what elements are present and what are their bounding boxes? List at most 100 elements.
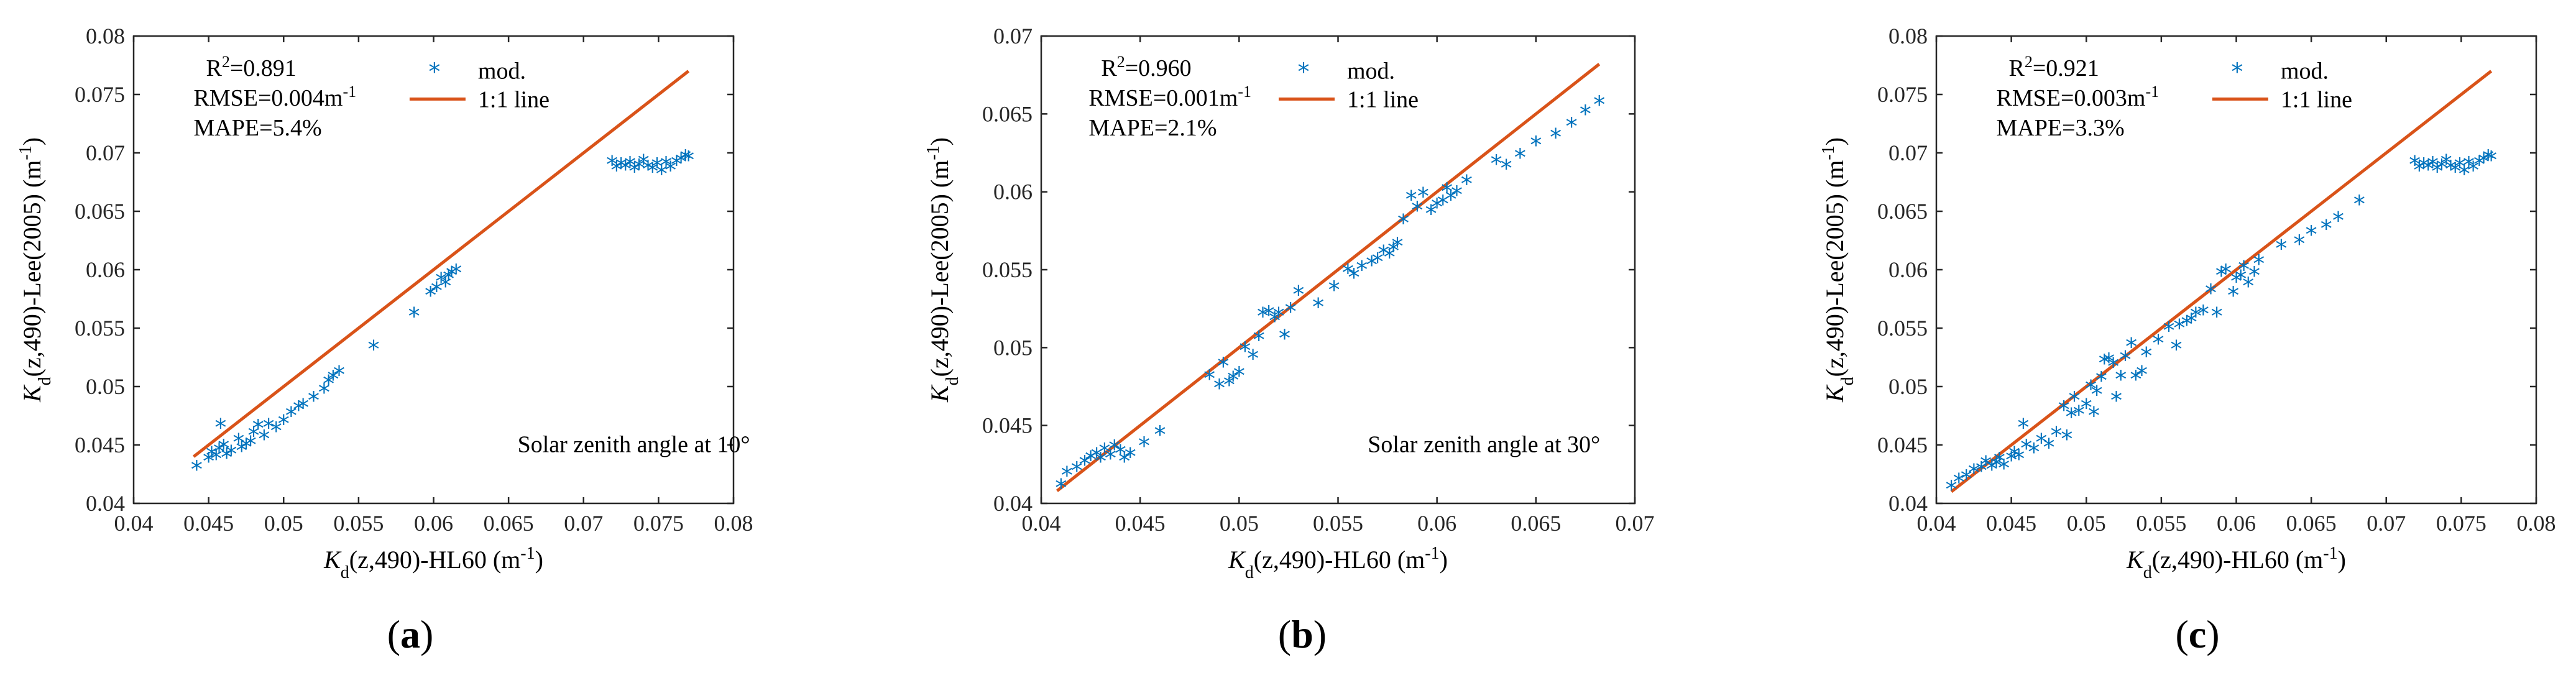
data-point: * (1994, 447, 2005, 475)
data-point: * (2463, 152, 2475, 180)
data-point: * (1091, 443, 1103, 470)
data-point: * (615, 153, 627, 181)
x-tick-label: 0.04 (1022, 511, 1061, 536)
data-point: * (1530, 131, 1542, 158)
data-point: * (2186, 309, 2197, 336)
data-point: * (675, 149, 687, 176)
data-point: * (1085, 446, 1097, 474)
data-point: * (368, 336, 380, 363)
data-point: * (2353, 191, 2365, 218)
data-point: * (2115, 366, 2127, 393)
data-point: * (1098, 438, 1110, 465)
x-tick-label: 0.07 (2367, 511, 2406, 536)
data-point: * (1203, 365, 1215, 392)
data-point: * (1115, 440, 1126, 467)
data-point: * (2066, 403, 2077, 431)
data-point: * (439, 272, 451, 300)
legend-label-points: mod. (1347, 58, 1395, 84)
data-point: * (232, 429, 244, 456)
data-point: * (2028, 438, 2040, 465)
data-point: * (1593, 91, 1605, 118)
data-point: * (2449, 158, 2461, 185)
x-axis-label: Kd(z,490)-HL60 (m-1) (2126, 544, 2346, 582)
x-tick-label: 0.06 (2217, 511, 2256, 536)
data-point: * (2140, 342, 2152, 370)
y-tick-label: 0.075 (75, 82, 125, 107)
x-tick-label: 0.055 (2136, 511, 2186, 536)
data-point: * (2478, 149, 2490, 176)
data-point: * (2008, 442, 2020, 469)
data-point: * (2103, 349, 2115, 376)
data-point: * (2153, 329, 2164, 357)
data-point: * (610, 157, 622, 184)
data-point: * (1986, 456, 1998, 483)
x-tick-label: 0.065 (484, 511, 534, 536)
x-tick-label: 0.06 (414, 511, 453, 536)
data-point: * (2163, 317, 2174, 344)
data-point: * (2119, 346, 2131, 373)
panel-label: (c) (2175, 612, 2219, 656)
data-point: * (443, 265, 454, 293)
data-point: * (1071, 457, 1083, 484)
data-point: * (1217, 352, 1229, 380)
data-point: * (2181, 311, 2192, 338)
data-point: * (218, 435, 229, 462)
data-point: * (2427, 152, 2439, 180)
one-to-one-line (192, 70, 690, 458)
data-point: * (2235, 265, 2247, 293)
data-point: * (2220, 260, 2232, 287)
data-point: * (2073, 401, 2085, 428)
data-point: * (638, 150, 650, 177)
data-point: * (1384, 244, 1396, 271)
mape-text: MAPE=2.1% (1088, 115, 1217, 141)
data-point: * (435, 268, 447, 295)
data-point: * (642, 155, 654, 183)
data-point: * (2107, 353, 2119, 380)
data-point: * (2485, 146, 2497, 173)
data-point: * (1154, 421, 1166, 449)
data-point: * (1514, 144, 1526, 172)
data-point: * (651, 153, 663, 181)
data-point: * (2482, 145, 2494, 172)
panel-1: 0.04 0.045 0.05 0.055 0.06 0.065 0.07 0.075 0.08… (16, 24, 753, 656)
data-point: * (252, 415, 264, 442)
one-to-one-line (1056, 63, 1601, 492)
data-point: * (1061, 462, 1073, 489)
data-point: * (1108, 435, 1120, 462)
data-point: * (624, 152, 636, 180)
x-tick-label: 0.065 (1511, 511, 1561, 536)
data-point: * (1366, 251, 1378, 278)
data-point: * (2293, 231, 2305, 258)
data-point: * (2413, 157, 2425, 184)
data-point: * (1372, 248, 1384, 275)
data-point: * (1461, 170, 1473, 198)
data-point: * (1118, 447, 1130, 475)
data-point: * (2275, 235, 2287, 262)
data-point: * (2061, 426, 2072, 453)
data-point: * (1095, 447, 1106, 475)
y-tick-label: 0.07 (1888, 140, 1928, 165)
y-tick-label: 0.055 (75, 316, 125, 341)
data-point: * (2459, 160, 2470, 188)
panel-3: 0.04 0.045 0.05 0.055 0.06 0.065 0.07 0.075 0.08… (1819, 24, 2556, 656)
data-point: * (2418, 153, 2430, 181)
data-point: * (2058, 396, 2070, 424)
data-point: * (2454, 153, 2465, 181)
data-point: * (2095, 367, 2107, 395)
data-point: * (1961, 465, 1972, 493)
data-point: * (2173, 314, 2185, 342)
data-point: * (2227, 282, 2239, 309)
data-point: * (225, 441, 237, 468)
data-point: * (2253, 250, 2265, 278)
legend: * mod.1:1 line (1279, 58, 1419, 112)
data-point: * (270, 417, 282, 444)
data-point: * (1392, 232, 1404, 260)
data-point: * (2436, 154, 2448, 181)
y-tick-label: 0.045 (1877, 433, 1928, 457)
data-point: * (323, 370, 334, 398)
data-point: * (1239, 337, 1251, 364)
data-point: * (2422, 155, 2434, 183)
data-point: * (240, 434, 252, 461)
data-point: * (1285, 298, 1297, 326)
solar-zenith-annotation: Solar zenith angle at 30° (1368, 431, 1600, 457)
